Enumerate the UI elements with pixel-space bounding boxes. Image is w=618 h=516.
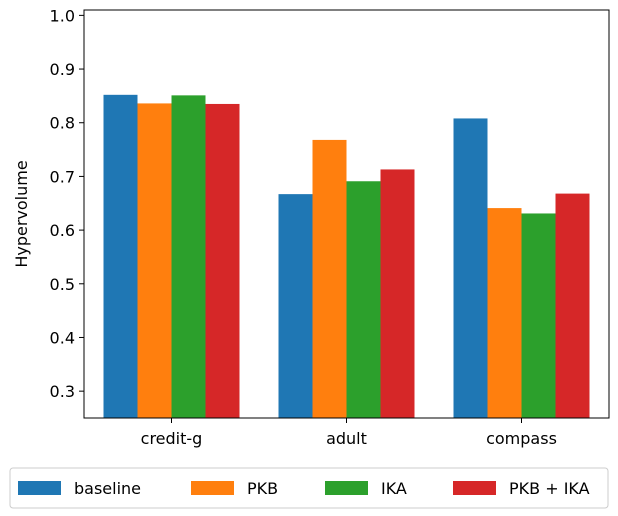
x-tick-label: credit-g bbox=[141, 429, 203, 448]
bar-pkb-adult bbox=[312, 139, 347, 419]
bar-pkb-compass bbox=[487, 208, 522, 418]
bar-pkb-credit-g bbox=[137, 103, 172, 419]
y-tick-label: 0.3 bbox=[50, 382, 75, 401]
legend-swatch-ika bbox=[325, 481, 368, 495]
legend-label-pkb: PKB bbox=[247, 479, 278, 498]
y-tick-label: 0.5 bbox=[50, 275, 75, 294]
x-tick-label: adult bbox=[326, 429, 367, 448]
y-tick-label: 0.9 bbox=[50, 60, 75, 79]
y-tick-label: 0.7 bbox=[50, 167, 75, 186]
y-tick-label: 0.4 bbox=[50, 328, 75, 347]
bar-ika-compass bbox=[521, 213, 556, 418]
bar-baseline-credit-g bbox=[103, 94, 138, 419]
bar-pkb-ika-compass bbox=[555, 193, 590, 418]
legend-label-ika: IKA bbox=[381, 479, 407, 498]
legend-swatch-pkb bbox=[191, 481, 234, 495]
legend-swatch-baseline bbox=[18, 481, 61, 495]
bar-baseline-compass bbox=[453, 118, 488, 418]
legend-swatch-pkb-ika bbox=[453, 481, 496, 495]
bar-ika-credit-g bbox=[171, 95, 206, 418]
y-tick-label: 1.0 bbox=[50, 6, 75, 25]
bar-pkb-ika-adult bbox=[380, 169, 415, 418]
x-tick-label: compass bbox=[486, 429, 557, 448]
x-axis: credit-g adult compass bbox=[141, 418, 557, 448]
bar-ika-adult bbox=[346, 181, 381, 418]
y-axis-title: Hypervolume bbox=[12, 160, 31, 267]
y-tick-label: 0.8 bbox=[50, 114, 75, 133]
bar-pkb-ika-credit-g bbox=[205, 103, 240, 419]
y-tick-label: 0.6 bbox=[50, 221, 75, 240]
bar-baseline-adult bbox=[278, 194, 313, 418]
bars-group bbox=[103, 94, 590, 419]
legend-label-baseline: baseline bbox=[74, 479, 141, 498]
legend-frame bbox=[9, 467, 609, 509]
y-axis: 0.3 0.4 0.5 0.6 0.7 0.8 0.9 1.0 bbox=[50, 6, 84, 401]
legend: baseline PKB IKA PKB + IKA bbox=[9, 467, 609, 509]
legend-label-pkb-ika: PKB + IKA bbox=[509, 479, 590, 498]
